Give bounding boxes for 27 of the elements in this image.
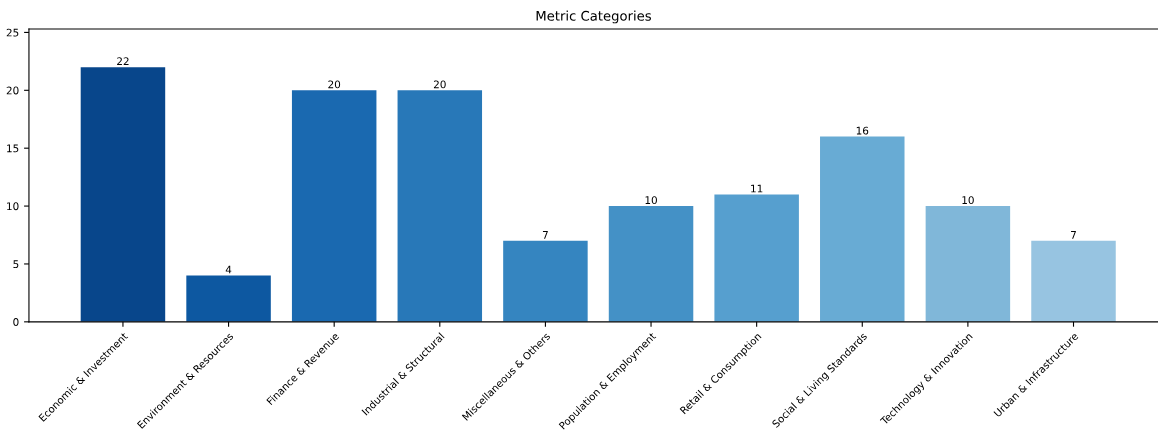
data-label: 10 (645, 196, 657, 205)
bar (925, 206, 1011, 322)
data-label: 16 (856, 126, 869, 135)
bar (291, 90, 377, 322)
bar (714, 194, 799, 322)
y-tick-label: 25 (6, 28, 19, 37)
chart-title: Metric Categories (536, 10, 651, 24)
data-label: 7 (1071, 231, 1076, 239)
bar (80, 67, 166, 322)
data-label: 22 (117, 57, 129, 65)
bar (503, 240, 588, 322)
y-tick-label: 15 (7, 144, 19, 153)
data-label: 10 (962, 196, 974, 205)
bar (608, 206, 694, 322)
y-tick-label: 5 (13, 260, 19, 269)
bar (397, 90, 483, 322)
bar (820, 136, 905, 322)
data-label: 20 (328, 80, 341, 89)
data-label: 11 (751, 184, 763, 193)
data-label: 4 (225, 265, 232, 274)
y-tick-label: 20 (6, 86, 19, 95)
bar (186, 275, 271, 322)
data-label: 20 (433, 80, 446, 89)
y-tick-label: 10 (7, 202, 19, 211)
data-label: 7 (542, 231, 548, 239)
bar (1031, 240, 1116, 322)
y-tick-label: 0 (13, 318, 19, 326)
